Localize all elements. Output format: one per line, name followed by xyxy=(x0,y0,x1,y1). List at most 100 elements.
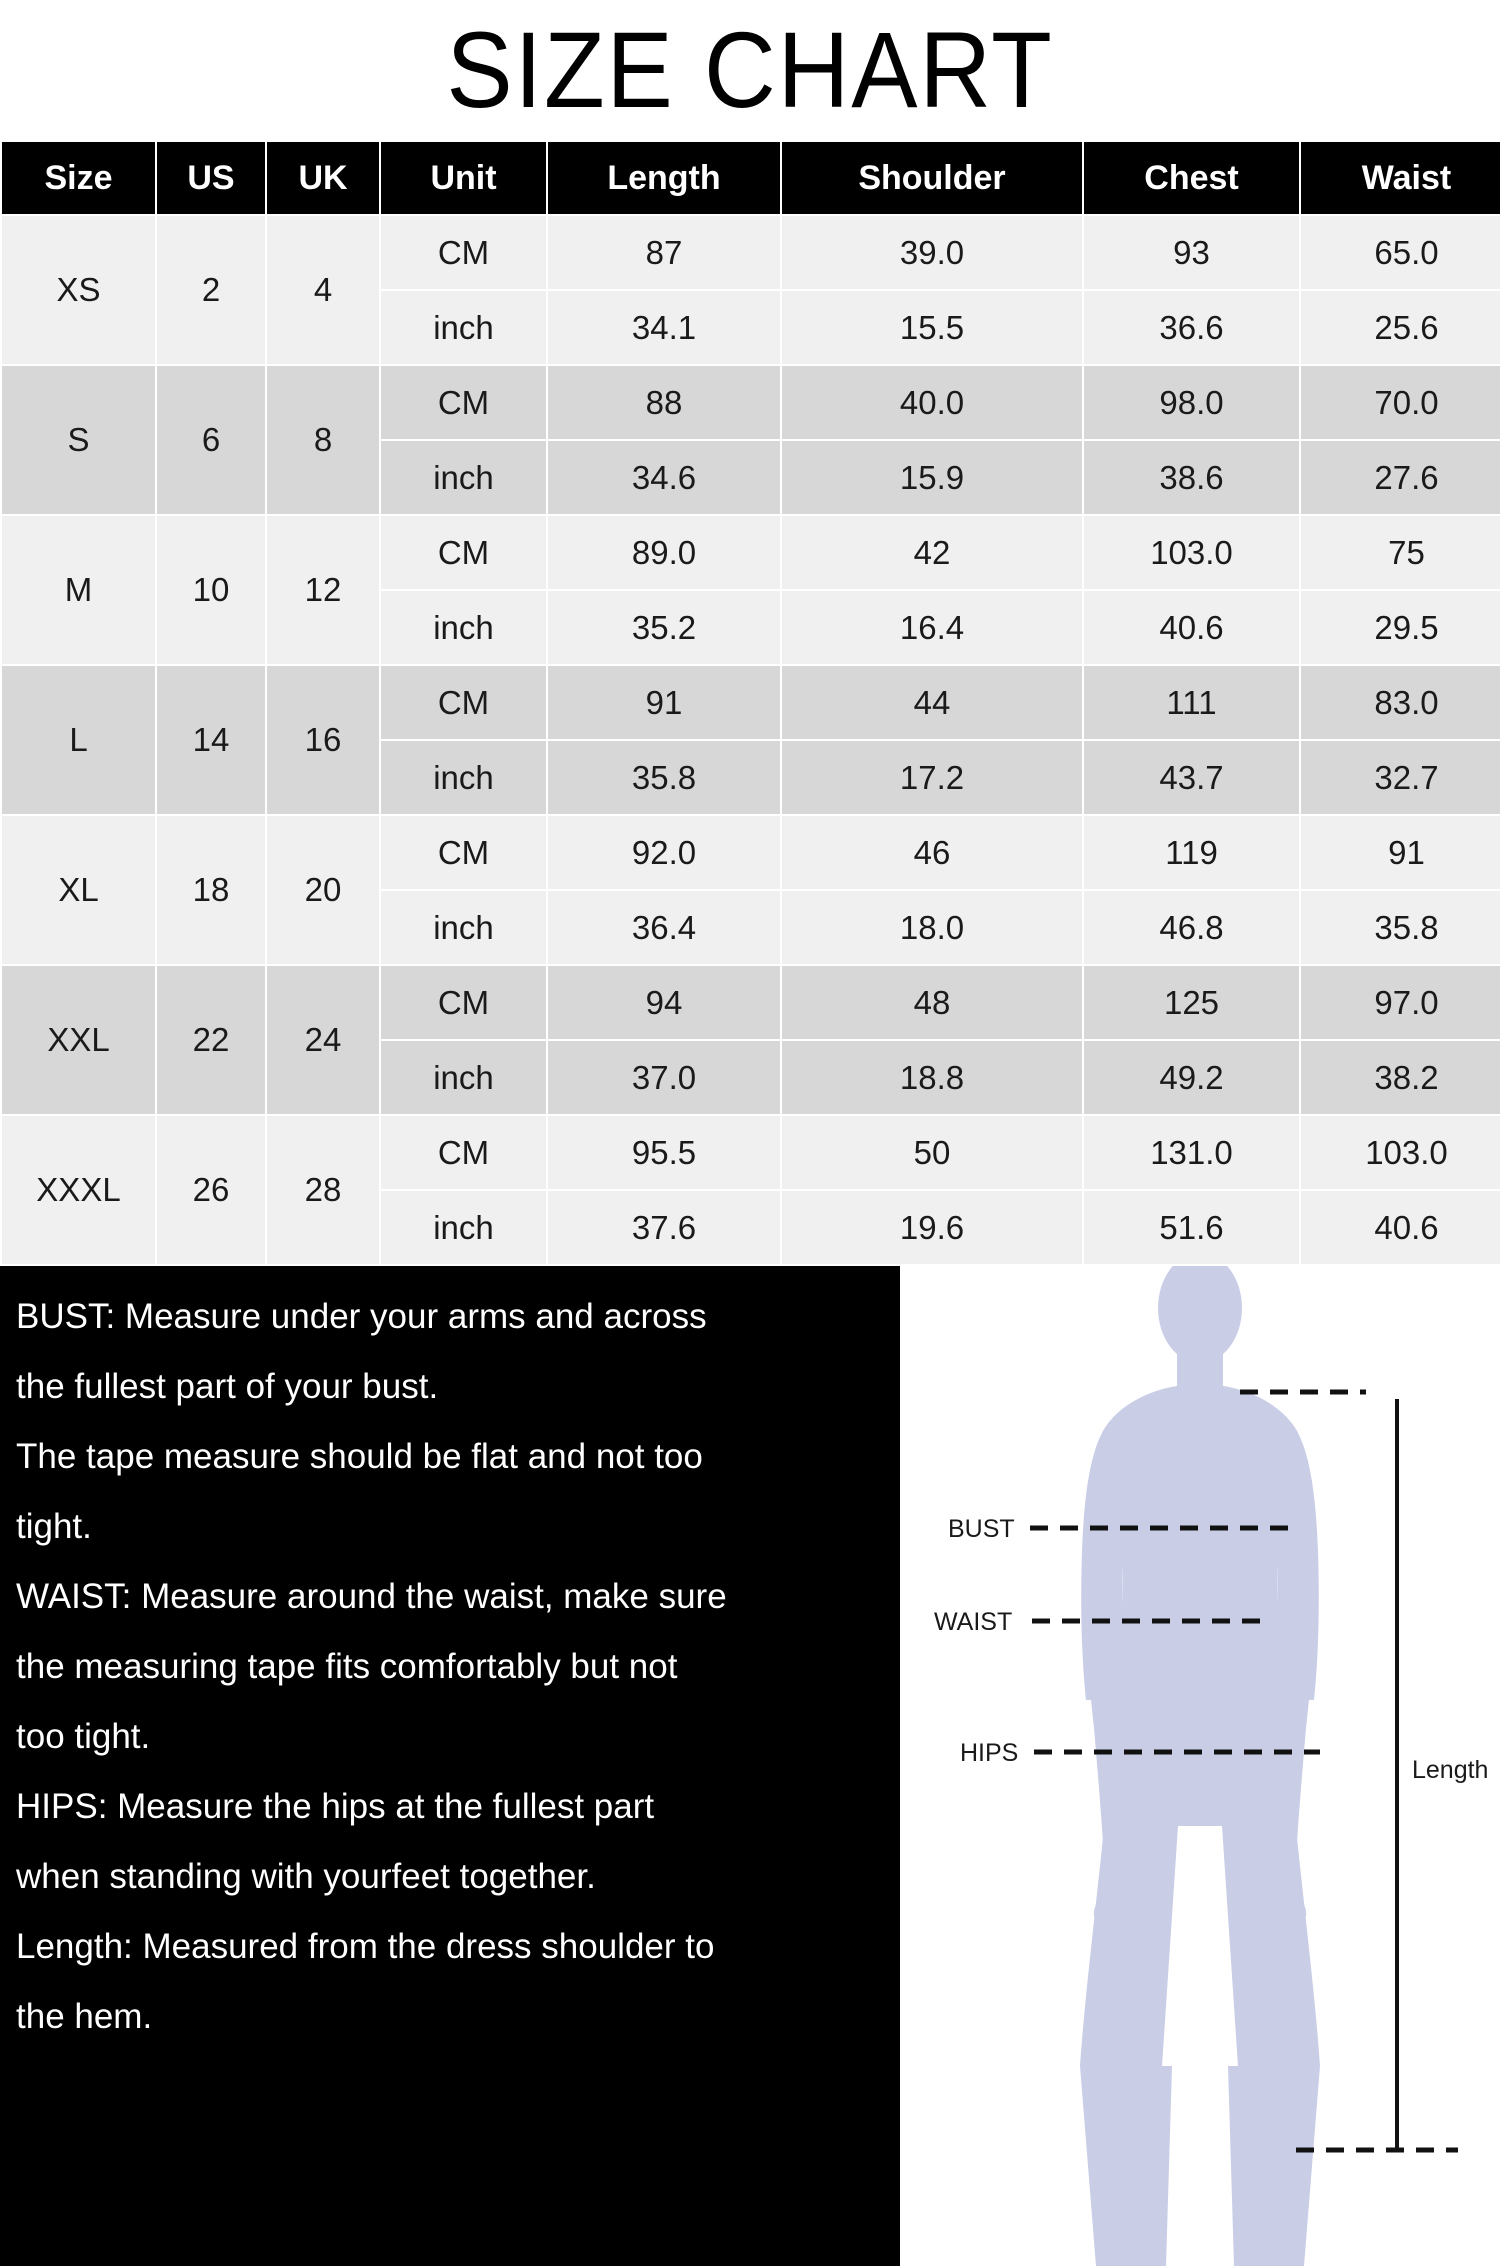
cell-unit: inch xyxy=(381,291,546,364)
cell-waist: 103.0 xyxy=(1301,1116,1500,1189)
cell-unit: inch xyxy=(381,1041,546,1114)
bust-label: BUST xyxy=(948,1515,1015,1543)
cell-unit: CM xyxy=(381,966,546,1039)
cell-length: 87 xyxy=(548,216,780,289)
page-title: SIZE CHART xyxy=(446,9,1054,130)
cell-unit: CM xyxy=(381,1116,546,1189)
cell-shoulder: 44 xyxy=(782,666,1082,739)
instruction-line: HIPS: Measure the hips at the fullest pa… xyxy=(16,1787,655,1826)
table-body: XS 2 4 CM 87 39.0 93 65.0 inch 34.1 15.5… xyxy=(2,216,1500,1264)
cell-waist: 29.5 xyxy=(1301,591,1500,664)
cell-chest: 38.6 xyxy=(1084,441,1299,514)
table-row: inch 34.1 15.5 36.6 25.6 xyxy=(2,291,1500,364)
cell-shoulder: 42 xyxy=(782,516,1082,589)
cell-shoulder: 48 xyxy=(782,966,1082,1039)
cell-length: 91 xyxy=(548,666,780,739)
cell-waist: 70.0 xyxy=(1301,366,1500,439)
instruction-line: tight. xyxy=(16,1507,92,1546)
page-title-bar: SIZE CHART xyxy=(0,0,1500,140)
cell-shoulder: 46 xyxy=(782,816,1082,889)
cell-waist: 65.0 xyxy=(1301,216,1500,289)
cell-us: 26 xyxy=(157,1116,265,1264)
cell-size: M xyxy=(2,516,155,664)
column-header-length: Length xyxy=(548,142,780,214)
column-header-waist: Waist xyxy=(1301,142,1500,214)
cell-chest: 119 xyxy=(1084,816,1299,889)
cell-length: 37.6 xyxy=(548,1191,780,1264)
cell-length: 92.0 xyxy=(548,816,780,889)
table-row: L 14 16 CM 91 44 111 83.0 xyxy=(2,666,1500,814)
cell-us: 2 xyxy=(157,216,265,364)
table-row: inch 36.4 18.0 46.8 35.8 xyxy=(2,891,1500,964)
table-row: inch 35.2 16.4 40.6 29.5 xyxy=(2,591,1500,664)
cell-chest: 51.6 xyxy=(1084,1191,1299,1264)
cell-unit: CM xyxy=(381,366,546,439)
cell-shoulder: 15.5 xyxy=(782,291,1082,364)
cell-us: 10 xyxy=(157,516,265,664)
instruction-line: the hem. xyxy=(16,1997,153,2036)
table-header: Size US UK Unit Length Shoulder Chest Wa… xyxy=(2,142,1500,214)
column-header-chest: Chest xyxy=(1084,142,1299,214)
bottom-section: BUST: Measure under your arms and across… xyxy=(0,1266,1500,2266)
cell-us: 18 xyxy=(157,816,265,964)
instruction-line: WAIST: Measure around the waist, make su… xyxy=(16,1577,727,1616)
cell-unit: inch xyxy=(381,1191,546,1264)
cell-uk: 12 xyxy=(267,516,379,664)
cell-length: 35.2 xyxy=(548,591,780,664)
cell-chest: 49.2 xyxy=(1084,1041,1299,1114)
cell-shoulder: 40.0 xyxy=(782,366,1082,439)
cell-uk: 4 xyxy=(267,216,379,364)
measurement-figure-panel: BUST WAIST HIPS Length xyxy=(900,1266,1500,2266)
size-chart-table: Size US UK Unit Length Shoulder Chest Wa… xyxy=(0,140,1500,1266)
cell-chest: 93 xyxy=(1084,216,1299,289)
cell-length: 94 xyxy=(548,966,780,1039)
body-measurement-diagram: BUST WAIST HIPS Length xyxy=(934,1266,1488,2266)
cell-chest: 103.0 xyxy=(1084,516,1299,589)
cell-waist: 75 xyxy=(1301,516,1500,589)
cell-length: 88 xyxy=(548,366,780,439)
cell-chest: 125 xyxy=(1084,966,1299,1039)
cell-chest: 43.7 xyxy=(1084,741,1299,814)
cell-chest: 36.6 xyxy=(1084,291,1299,364)
cell-length: 36.4 xyxy=(548,891,780,964)
cell-waist: 38.2 xyxy=(1301,1041,1500,1114)
table-row: M 10 12 CM 89.0 42 103.0 75 xyxy=(2,516,1500,664)
table-row: XL 18 20 CM 92.0 46 119 91 xyxy=(2,816,1500,964)
cell-chest: 98.0 xyxy=(1084,366,1299,439)
cell-unit: inch xyxy=(381,741,546,814)
table-row: inch 37.0 18.8 49.2 38.2 xyxy=(2,1041,1500,1114)
table-row: inch 34.6 15.9 38.6 27.6 xyxy=(2,441,1500,514)
cell-waist: 91 xyxy=(1301,816,1500,889)
instruction-line: when standing with yourfeet together. xyxy=(16,1857,596,1896)
cell-unit: CM xyxy=(381,816,546,889)
column-header-size: Size xyxy=(2,142,155,214)
cell-shoulder: 15.9 xyxy=(782,441,1082,514)
cell-uk: 8 xyxy=(267,366,379,514)
cell-unit: inch xyxy=(381,591,546,664)
cell-chest: 111 xyxy=(1084,666,1299,739)
column-header-unit: Unit xyxy=(381,142,546,214)
cell-unit: CM xyxy=(381,216,546,289)
table-row: S 6 8 CM 88 40.0 98.0 70.0 xyxy=(2,366,1500,514)
cell-length: 34.6 xyxy=(548,441,780,514)
cell-shoulder: 18.8 xyxy=(782,1041,1082,1114)
cell-uk: 20 xyxy=(267,816,379,964)
instruction-line: the fullest part of your bust. xyxy=(16,1367,439,1406)
cell-chest: 131.0 xyxy=(1084,1116,1299,1189)
cell-waist: 27.6 xyxy=(1301,441,1500,514)
cell-shoulder: 16.4 xyxy=(782,591,1082,664)
table-row: inch 37.6 19.6 51.6 40.6 xyxy=(2,1191,1500,1264)
table-row: XS 2 4 CM 87 39.0 93 65.0 xyxy=(2,216,1500,364)
instruction-line: Length: Measured from the dress shoulder… xyxy=(16,1927,715,1966)
instruction-line: BUST: Measure under your arms and across xyxy=(16,1297,707,1336)
cell-shoulder: 17.2 xyxy=(782,741,1082,814)
hips-label: HIPS xyxy=(960,1739,1018,1767)
cell-waist: 35.8 xyxy=(1301,891,1500,964)
instruction-line: The tape measure should be flat and not … xyxy=(16,1437,703,1476)
table-row: XXXL 26 28 CM 95.5 50 131.0 103.0 xyxy=(2,1116,1500,1264)
cell-unit: inch xyxy=(381,891,546,964)
cell-length: 89.0 xyxy=(548,516,780,589)
cell-uk: 24 xyxy=(267,966,379,1114)
cell-uk: 28 xyxy=(267,1116,379,1264)
cell-length: 95.5 xyxy=(548,1116,780,1189)
